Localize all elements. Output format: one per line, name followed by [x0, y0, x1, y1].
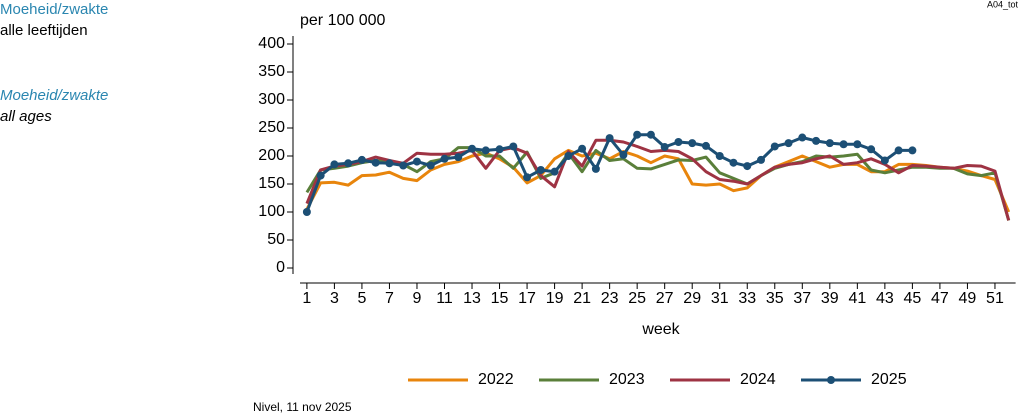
y-axis-label: per 100 000: [300, 12, 386, 29]
x-tick-label: 49: [959, 290, 977, 307]
series-line: [305, 133, 913, 213]
point: [701, 141, 710, 150]
x-tick-label: 29: [683, 290, 701, 307]
point: [412, 157, 421, 166]
point: [825, 139, 834, 148]
point: [578, 144, 587, 153]
x-tick-label: 3: [330, 290, 339, 307]
x-tick-label: 37: [793, 290, 811, 307]
point: [660, 143, 669, 152]
point: [523, 173, 532, 182]
x-tick-label: 21: [573, 290, 591, 307]
x-tick-label: 5: [357, 290, 366, 307]
point: [495, 145, 504, 154]
x-tick-label: 23: [601, 290, 619, 307]
x-tick-label: 9: [413, 290, 422, 307]
point: [550, 167, 559, 176]
y-tick-label: 400: [258, 35, 285, 52]
title: Moeheid/zwakte: [0, 1, 108, 18]
point: [426, 161, 435, 170]
point: [509, 142, 518, 151]
y-tick-label: 350: [258, 63, 285, 80]
point: [715, 152, 724, 160]
y-tick-label: 200: [258, 147, 285, 164]
point: [591, 164, 600, 173]
y-tick-label: 100: [258, 203, 285, 220]
x-tick-label: 7: [385, 290, 394, 307]
y-tick-label: 150: [258, 175, 285, 192]
point: [481, 146, 490, 155]
point: [371, 158, 380, 167]
point: [316, 171, 325, 180]
point: [385, 159, 394, 168]
series-line: [305, 138, 1011, 221]
point: [757, 155, 766, 164]
point: [853, 140, 862, 149]
point: [619, 150, 628, 159]
x-tick-label: 11: [436, 290, 453, 307]
x-tick-label: 45: [903, 290, 921, 307]
x-tick-label: 13: [463, 290, 481, 307]
point: [839, 140, 848, 149]
x-tick-label: 39: [821, 290, 839, 307]
x-tick-label: 19: [546, 290, 564, 307]
subtitle-en: all ages: [0, 108, 52, 125]
x-axis-label: week: [641, 321, 680, 338]
x-tick-label: 35: [766, 290, 784, 307]
point: [688, 139, 697, 148]
point: [798, 133, 807, 142]
point: [812, 136, 821, 145]
point: [536, 166, 545, 174]
point: [357, 155, 366, 164]
x-tick-label: 51: [986, 290, 1004, 307]
subtitle: alle leeftijden: [0, 22, 88, 39]
point: [770, 142, 779, 151]
point: [646, 130, 655, 139]
point: [633, 130, 642, 139]
point: [894, 146, 903, 155]
y-tick-label: 0: [276, 259, 285, 276]
x-tick-label: 31: [711, 290, 729, 307]
point: [399, 161, 408, 170]
legend-label: 2023: [609, 371, 645, 388]
point: [674, 138, 683, 146]
point: [564, 152, 573, 160]
point: [302, 208, 311, 216]
series-line: [305, 148, 1011, 213]
source: Nivel, 11 nov 2025: [253, 400, 352, 414]
y-tick-label: 250: [258, 119, 285, 136]
x-tick-label: 33: [738, 290, 756, 307]
x-tick-label: 41: [848, 290, 866, 307]
title-en: Moeheid/zwakte: [0, 87, 108, 104]
point: [330, 160, 339, 169]
point: [880, 156, 889, 165]
y-tick-label: 300: [258, 91, 285, 108]
x-tick-label: 47: [931, 290, 949, 307]
legend-label: 2024: [740, 371, 776, 388]
chart-code: A04_tot: [987, 0, 1019, 9]
point: [605, 134, 614, 143]
legend-marker: [827, 376, 835, 384]
legend-label: 2025: [871, 371, 907, 388]
x-tick-label: 1: [302, 290, 311, 307]
point: [908, 146, 917, 155]
point: [468, 144, 477, 153]
point: [784, 139, 793, 148]
x-tick-label: 43: [876, 290, 894, 307]
point: [344, 159, 353, 168]
x-tick-label: 17: [518, 290, 536, 307]
x-tick-label: 15: [491, 290, 509, 307]
x-tick-label: 25: [628, 290, 646, 307]
point: [743, 162, 752, 171]
point: [867, 145, 876, 154]
point: [440, 154, 449, 163]
x-tick-label: 27: [656, 290, 674, 307]
series-line: [305, 146, 1011, 221]
legend-label: 2022: [478, 371, 514, 388]
y-tick-label: 50: [267, 231, 285, 248]
point: [454, 153, 463, 162]
point: [729, 158, 738, 167]
